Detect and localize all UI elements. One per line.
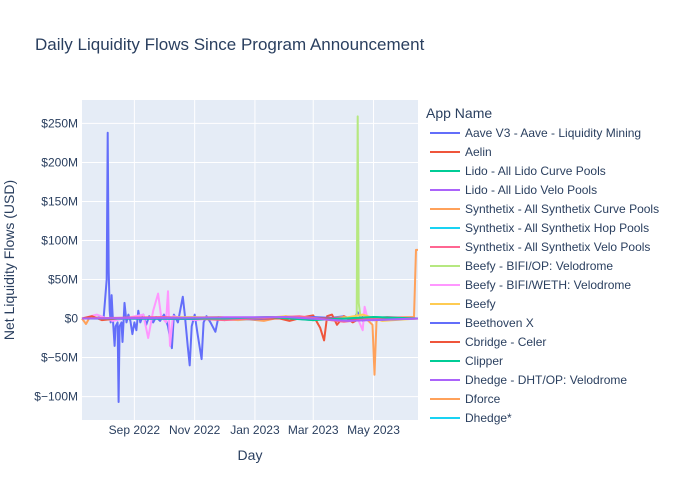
legend-label: Aave V3 - Aave - Liquidity Mining [465, 126, 641, 140]
y-tick-label: $−50M [41, 351, 78, 365]
legend-label: Synthetix - All Synthetix Curve Pools [465, 202, 659, 216]
series-lines [81, 115, 419, 403]
gridlines [82, 100, 418, 420]
legend-label: Dhedge* [465, 411, 512, 425]
x-tick-label: Mar 2023 [288, 423, 339, 437]
legend-label: Dhedge - DHT/OP: Velodrome [465, 373, 627, 387]
legend-item[interactable]: Lido - All Lido Velo Pools [430, 183, 597, 197]
y-tick-label: $150M [41, 194, 78, 208]
legend-item[interactable]: Dhedge - DHT/OP: Velodrome [430, 373, 627, 387]
series-line [81, 290, 418, 347]
y-tick-label: $250M [41, 116, 78, 130]
legend-item[interactable]: Synthetix - All Synthetix Curve Pools [430, 202, 659, 216]
legend-item[interactable]: Aelin [430, 145, 492, 159]
y-tick-label: $0 [65, 312, 79, 326]
legend: App Name Aave V3 - Aave - Liquidity Mini… [426, 105, 659, 425]
legend-item[interactable]: Beefy - BIFI/WETH: Velodrome [430, 278, 631, 292]
legend-label: Lido - All Lido Velo Pools [465, 183, 597, 197]
legend-label: Beefy [465, 297, 496, 311]
legend-item[interactable]: Lido - All Lido Curve Pools [430, 164, 606, 178]
legend-item[interactable]: Beefy [430, 297, 496, 311]
legend-item[interactable]: Synthetix - All Synthetix Hop Pools [430, 221, 649, 235]
x-tick-label: Nov 2022 [169, 423, 221, 437]
legend-title: App Name [426, 105, 492, 121]
legend-item[interactable]: Aave V3 - Aave - Liquidity Mining [430, 126, 641, 140]
x-tick-label: Sep 2022 [109, 423, 161, 437]
legend-item[interactable]: Dforce [430, 392, 501, 406]
y-axis-title: Net Liquidity Flows (USD) [1, 180, 17, 340]
y-axis-ticks: $250M $200M $150M $100M $50M $0 $−50M $−100M [34, 116, 78, 403]
legend-item[interactable]: Cbridge - Celer [430, 335, 546, 349]
legend-label: Synthetix - All Synthetix Velo Pools [465, 240, 650, 254]
legend-item[interactable]: Synthetix - All Synthetix Velo Pools [430, 240, 650, 254]
legend-label: Dforce [465, 392, 501, 406]
legend-item[interactable]: Beefy - BIFI/OP: Velodrome [430, 259, 613, 273]
plot-background [82, 100, 418, 420]
legend-item[interactable]: Beethoven X [430, 316, 534, 330]
legend-item[interactable]: Dhedge* [430, 411, 512, 425]
legend-label: Clipper [465, 354, 503, 368]
legend-label: Aelin [465, 145, 492, 159]
y-tick-label: $50M [48, 273, 78, 287]
series-line [81, 316, 419, 322]
legend-item[interactable]: Clipper [430, 354, 503, 368]
chart-title: Daily Liquidity Flows Since Program Anno… [35, 35, 425, 54]
y-tick-label: $100M [41, 233, 78, 247]
y-tick-label: $200M [41, 155, 78, 169]
x-axis-ticks: Sep 2022 Nov 2022 Jan 2023 Mar 2023 May 2023 [109, 423, 401, 437]
legend-items: Aave V3 - Aave - Liquidity Mining Aelin Li… [430, 126, 659, 425]
legend-label: Synthetix - All Synthetix Hop Pools [465, 221, 649, 235]
x-tick-label: Jan 2023 [230, 423, 280, 437]
x-axis-title: Day [238, 447, 263, 463]
legend-label: Beefy - BIFI/OP: Velodrome [465, 259, 613, 273]
legend-label: Lido - All Lido Curve Pools [465, 164, 606, 178]
x-tick-label: May 2023 [347, 423, 400, 437]
legend-label: Beethoven X [465, 316, 534, 330]
legend-label: Cbridge - Celer [465, 335, 546, 349]
legend-label: Beefy - BIFI/WETH: Velodrome [465, 278, 631, 292]
y-tick-label: $−100M [34, 390, 78, 404]
